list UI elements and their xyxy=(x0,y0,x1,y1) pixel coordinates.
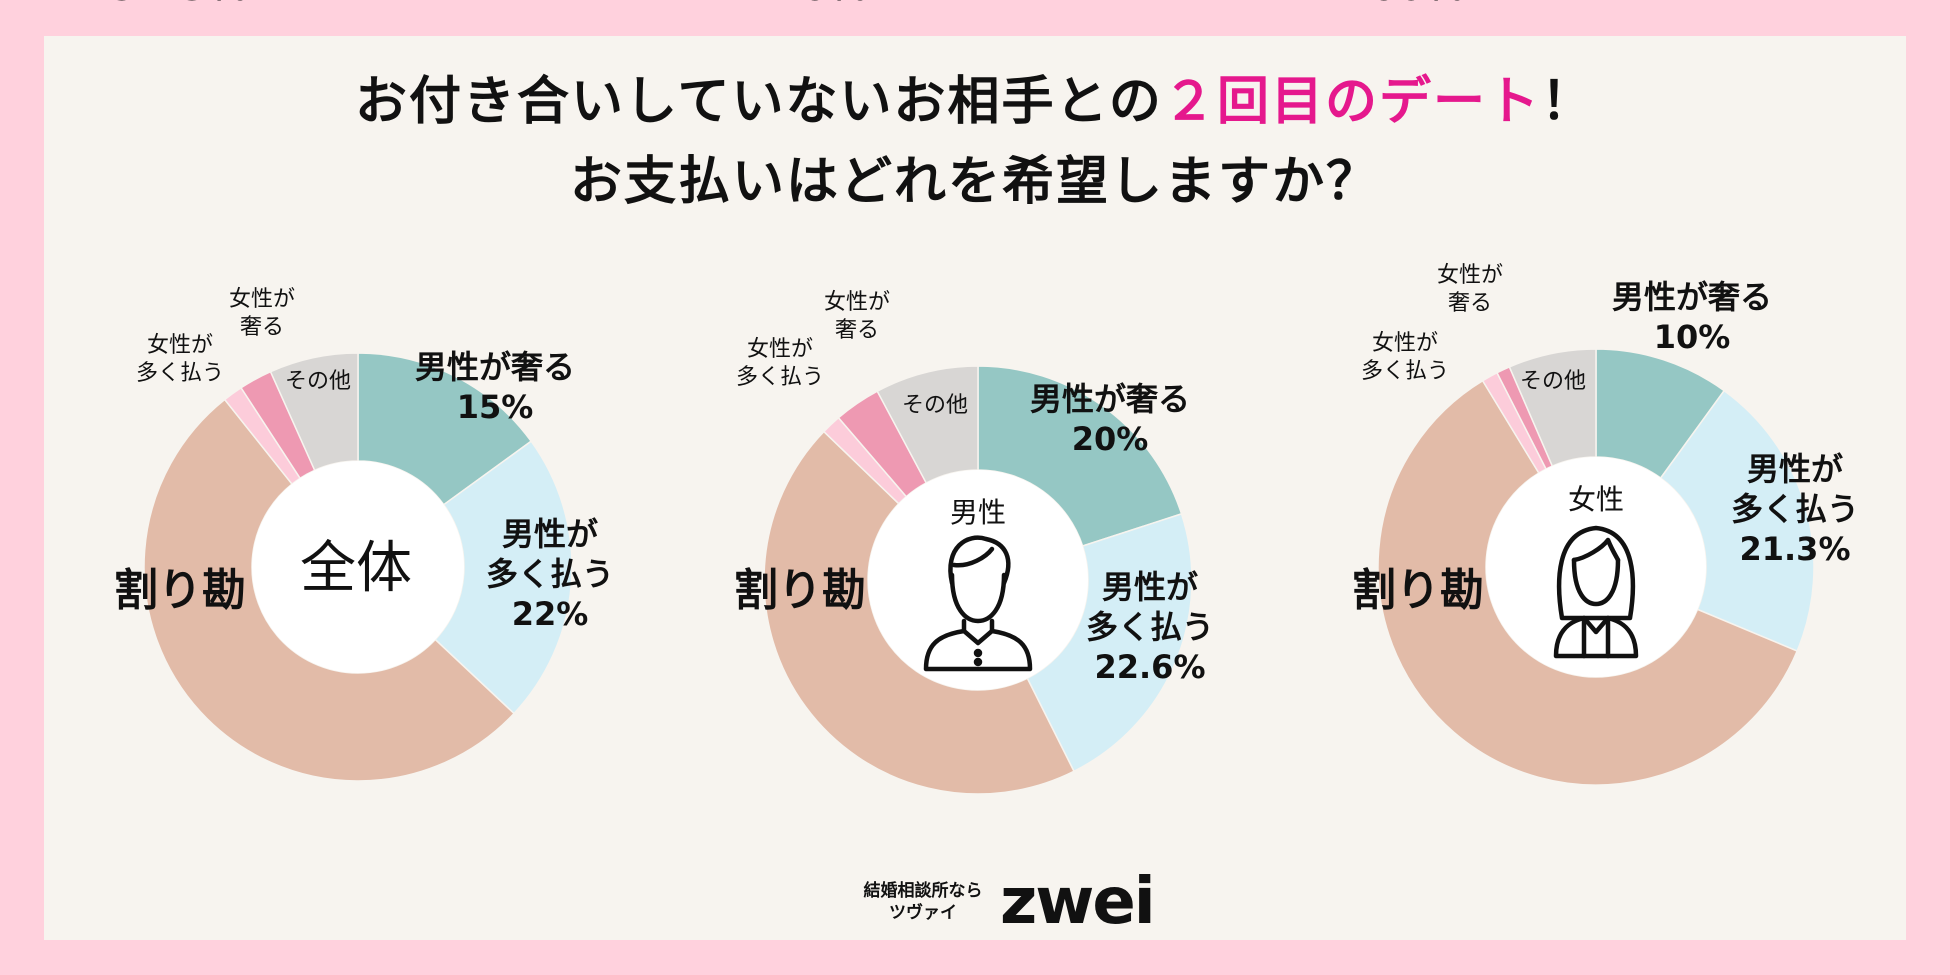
label-split-bill: 割り勘 44.6% xyxy=(730,0,870,616)
donut-hole xyxy=(1486,457,1706,677)
data-label-pct: 15% xyxy=(457,388,534,426)
data-label-text: 割り勘 xyxy=(114,565,246,616)
data-label-text: その他 xyxy=(902,393,968,418)
footer-tagline-line-2: ツヴァイ xyxy=(889,903,957,923)
data-label-pct: 20% xyxy=(1072,420,1149,458)
page-title: お付き合いしていないお相手との２回目のデート！ お支払いはどれを希望しますか？ xyxy=(0,62,1950,222)
logo-text: zwei xyxy=(1000,865,1156,939)
data-label-pct: 10% xyxy=(1654,318,1731,356)
data-label-text: その他 xyxy=(1520,369,1586,394)
donut-chart-3: 女性男性が奢る10%男性が多く払う21.3%割り勘60%女性が多く払う女性が奢る… xyxy=(1352,0,1859,786)
data-label-text: 奢る xyxy=(1448,291,1492,316)
data-label-text: 女性が xyxy=(147,333,213,358)
data-label-text: 割り勘 xyxy=(1352,565,1484,616)
center-label: 女性 xyxy=(1568,483,1624,516)
data-label-text: 男性が奢る xyxy=(1612,278,1772,316)
data-label-text: 多く払う xyxy=(486,555,614,593)
label-other: その他 xyxy=(285,369,351,394)
donut-hole xyxy=(868,470,1088,690)
data-label-text: 多く払う xyxy=(736,365,824,390)
data-label-text: 奢る xyxy=(835,318,879,343)
donut-chart-2: 男性男性が奢る20%男性が多く払う22.6%割り勘44.6%女性が多く払う女性が… xyxy=(730,0,1214,795)
center-label: 男性 xyxy=(950,496,1006,529)
center-label: 全体 xyxy=(300,536,412,601)
donut-chart-1: 全体男性が奢る15%男性が多く払う22%割り勘52.3%女性が多く払う女性が奢る… xyxy=(110,0,614,782)
data-label-pct: 22% xyxy=(512,595,589,633)
label-other: その他 xyxy=(902,393,968,418)
data-label-text: 割り勘 xyxy=(734,565,866,616)
data-label-text: 女性が xyxy=(747,337,813,362)
data-label-text: 女性が xyxy=(824,290,890,315)
zwei-logo: zwei xyxy=(1000,870,1156,934)
data-label-pct: 21.3% xyxy=(1739,530,1850,568)
data-label-text: 女性が xyxy=(1437,263,1503,288)
donut-hole xyxy=(252,461,464,673)
data-label-text: その他 xyxy=(285,369,351,394)
title-exclamation: ！ xyxy=(1540,72,1595,132)
data-label-text: 女性が xyxy=(1372,331,1438,356)
data-label-text: 男性が xyxy=(1747,450,1843,488)
data-label-text: 男性が xyxy=(1102,568,1198,606)
data-label-pct: 52.3% xyxy=(110,0,250,11)
data-label-pct: 22.6% xyxy=(1094,648,1205,686)
title-line-1: お付き合いしていないお相手との２回目のデート！ xyxy=(0,62,1950,142)
data-label-pct: 60% xyxy=(1369,0,1467,11)
footer-tagline-line-1: 結婚相談所なら xyxy=(863,881,983,901)
data-label-pct: 44.6% xyxy=(730,0,870,11)
data-label-text: 多く払う xyxy=(1361,359,1449,384)
male-person-icon xyxy=(923,535,1033,672)
data-label-text: 男性が奢る xyxy=(1030,380,1190,418)
title-line-2: お支払いはどれを希望しますか？ xyxy=(569,152,1380,212)
data-label-text: 多く払う xyxy=(1086,608,1214,646)
label-other: その他 xyxy=(1520,369,1586,394)
data-label-text: 多く払う xyxy=(136,361,224,386)
label-split-bill: 割り勘 52.3% xyxy=(110,0,250,616)
data-label-text: 男性が奢る xyxy=(415,348,575,386)
footer-tagline: 結婚相談所なら ツヴァイ xyxy=(838,880,1008,924)
data-label-text: 女性が xyxy=(229,287,295,312)
title-text: お付き合いしていないお相手との xyxy=(355,72,1163,132)
female-person-icon xyxy=(1553,525,1639,659)
data-label-text: 多く払う xyxy=(1731,490,1859,528)
label-split-bill: 割り勘 60% xyxy=(1352,0,1484,616)
title-highlight: ２回目のデート xyxy=(1162,72,1541,132)
data-label-text: 男性が xyxy=(502,515,598,553)
data-label-text: 奢る xyxy=(240,315,284,340)
